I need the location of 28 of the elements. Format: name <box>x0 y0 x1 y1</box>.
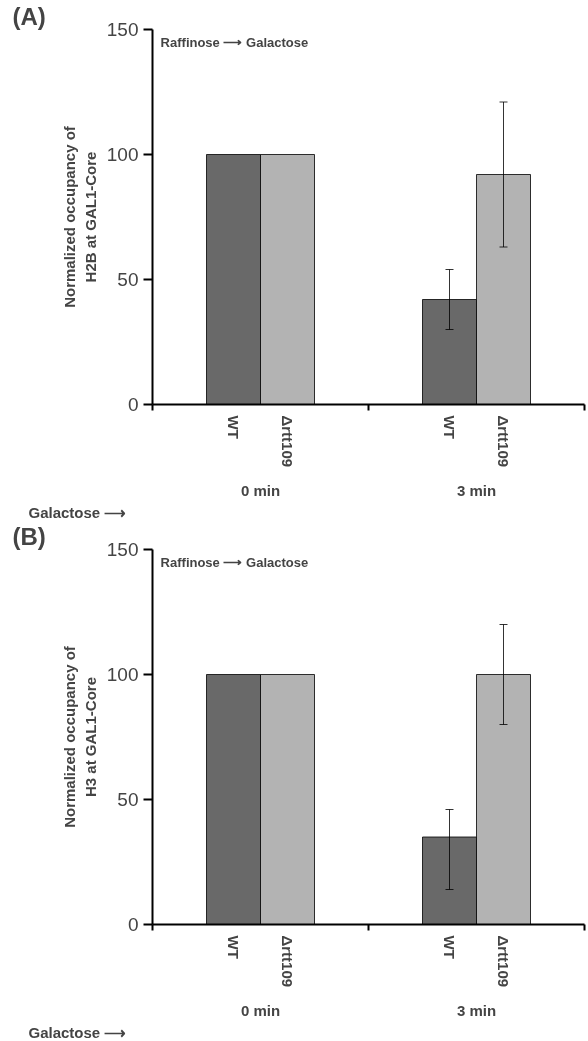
y-tick-label: 150 <box>106 19 139 40</box>
text: 3 min <box>456 481 497 499</box>
x-tick-label: Δrtt109 <box>279 935 296 988</box>
y-tick-label: 50 <box>117 789 139 810</box>
text: Galactose ⟶ <box>28 1023 127 1041</box>
text: 0 min <box>240 1001 281 1019</box>
x-tick-label: WT <box>441 935 458 959</box>
y-tick-label: 50 <box>117 269 139 290</box>
y-axis-title: Normalized occupancy of H3 at GAL1-Core <box>61 645 99 828</box>
y-tick-label: 0 <box>127 394 139 415</box>
x-tick-label: WT <box>225 415 242 439</box>
text: Galactose ⟶ <box>28 503 127 521</box>
text: 3 min <box>456 1001 497 1019</box>
y-tick-label: 0 <box>127 914 139 935</box>
x-tick-label: Δrtt109 <box>279 415 296 468</box>
x-tick-label: Δrtt109 <box>495 935 512 988</box>
y-tick-label: 150 <box>106 539 139 560</box>
chart-title: (A) <box>12 2 46 30</box>
text: 0 min <box>240 481 281 499</box>
y-axis-title: Normalized occupancy of H2B at GAL1-Core <box>61 125 99 308</box>
annotation: Raffinose ⟶ Galactose <box>160 554 309 570</box>
x-tick-label: WT <box>225 935 242 959</box>
chart-title: (B) <box>12 522 46 550</box>
annotation: Raffinose ⟶ Galactose <box>160 34 309 50</box>
y-tick-label: 100 <box>106 144 139 165</box>
x-tick-label: Δrtt109 <box>495 415 512 468</box>
x-tick-label: WT <box>441 415 458 439</box>
y-tick-label: 100 <box>106 664 139 685</box>
